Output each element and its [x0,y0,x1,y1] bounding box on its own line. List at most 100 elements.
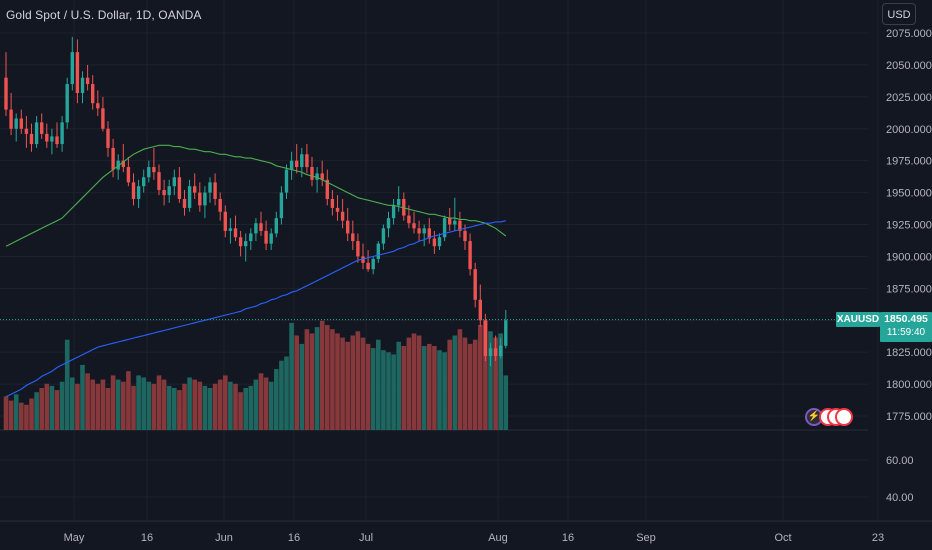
candle-body [106,128,110,148]
price-tick-label: 1900.000 [886,251,932,263]
candle-body [300,154,304,168]
candle-body [453,220,457,225]
volume-bar [233,383,238,430]
candle-body [478,299,482,321]
candle-body [65,84,69,123]
candle-body [182,198,187,208]
candle-body [269,233,273,244]
candle-body [376,243,380,259]
time-tick-label: Jul [359,532,373,544]
volume-bar [141,377,146,430]
candle-body [75,52,80,94]
volume-bar [416,335,422,430]
volume-bar [59,381,65,430]
price-tick-label: 1800.000 [886,379,932,391]
candle-body [335,207,340,212]
candle-body [412,223,416,229]
candle-body [397,198,401,206]
candle-body [325,179,329,199]
time-tick-label: Jun [215,532,233,544]
candle-body [402,198,406,216]
price-tick-label: 2025.000 [886,92,932,104]
volume-bar [197,381,203,430]
candle-body [473,269,477,300]
candle-body [483,320,488,356]
volume-bar [126,371,131,430]
candle-body [198,192,202,206]
candle-body [386,218,391,229]
volume-bar [421,346,427,430]
candle-body [238,237,243,247]
volume-bar [228,381,233,430]
volume-bar [457,329,463,430]
volume-bar [110,375,116,430]
volume-tick-label: 40.00 [886,492,914,504]
volume-bar [172,388,177,430]
candle-body [187,186,192,208]
volume-bar [381,350,386,430]
volume-bar [355,331,361,430]
volume-bar [319,320,325,430]
candle-body [85,77,90,85]
candle-body [213,182,217,199]
candle-body [244,241,248,247]
event-marker-icon[interactable] [835,408,853,426]
candle-body [142,177,146,187]
candle-body [330,198,335,208]
candle-body [96,103,100,109]
currency-button[interactable]: USD [882,3,916,25]
volume-bar [263,377,269,430]
volume-bar [406,337,412,430]
volume-bar [330,329,335,430]
candle-body [279,192,284,219]
price-tick-label: 1775.000 [886,411,932,423]
volume-bar [258,373,264,430]
volume-bar [3,396,9,430]
lightning-icon[interactable]: ⚡ [805,408,823,426]
price-axis: 2075.000 2050.000 2025.000 2000.000 1975.000… [886,28,932,423]
candle-body [203,192,207,206]
volume-bar [309,333,315,430]
volume-bar [467,343,473,430]
volume-bar [121,381,126,430]
volume-bar [212,383,218,430]
time-tick-label: May [64,532,85,544]
candle-body [136,186,141,199]
candle-body [4,77,8,110]
volume-bar [376,339,381,430]
volume-bar [411,333,417,430]
volume-bar [472,339,478,430]
volume-bar [177,390,182,430]
candle-body [223,211,227,231]
volume-bar [325,325,330,430]
volume-bar [437,350,442,430]
volume-bar [182,383,187,430]
candles [4,36,508,367]
candle-body [504,320,508,346]
candle-body [346,220,350,234]
volume-bar [314,327,320,430]
candle-body [19,118,23,129]
volume-bar [49,385,55,430]
moving-average-fast [5,144,507,247]
candle-body [249,233,253,242]
volume-bar [294,335,299,430]
time-axis: May 16 Jun 16 Jul Aug 16 Sep Oct 23 [64,532,885,544]
time-tick-label: 16 [288,532,300,544]
volume-bar [44,383,50,430]
candle-body [295,160,299,168]
volume-bar [360,337,366,430]
candle-body [157,172,161,191]
candle-body [468,241,472,270]
candle-body [361,256,365,263]
candle-body [356,241,360,257]
candle-body [233,228,238,238]
volume-bar [340,337,345,430]
candle-body [131,182,136,199]
volume-bar [391,354,396,430]
volume-bar [192,379,197,430]
volume-bar [146,381,152,430]
volume-bar [462,337,468,430]
candle-body [463,230,467,242]
